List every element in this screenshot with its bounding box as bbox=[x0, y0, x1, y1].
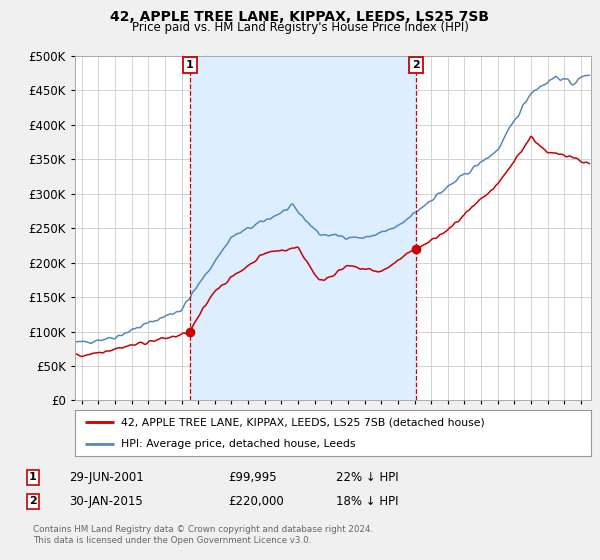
Bar bbox=[190, 56, 416, 400]
Text: HPI: Average price, detached house, Leeds: HPI: Average price, detached house, Leed… bbox=[121, 439, 356, 449]
Text: 18% ↓ HPI: 18% ↓ HPI bbox=[336, 494, 398, 508]
Text: 1: 1 bbox=[29, 472, 37, 482]
Text: £99,995: £99,995 bbox=[228, 470, 277, 484]
Text: 42, APPLE TREE LANE, KIPPAX, LEEDS, LS25 7SB (detached house): 42, APPLE TREE LANE, KIPPAX, LEEDS, LS25… bbox=[121, 417, 485, 427]
Text: 2: 2 bbox=[412, 60, 420, 70]
Text: 2: 2 bbox=[29, 496, 37, 506]
Text: £220,000: £220,000 bbox=[228, 494, 284, 508]
Text: 42, APPLE TREE LANE, KIPPAX, LEEDS, LS25 7SB: 42, APPLE TREE LANE, KIPPAX, LEEDS, LS25… bbox=[110, 10, 490, 24]
Text: Price paid vs. HM Land Registry's House Price Index (HPI): Price paid vs. HM Land Registry's House … bbox=[131, 21, 469, 34]
Text: 29-JUN-2001: 29-JUN-2001 bbox=[69, 470, 144, 484]
Text: 22% ↓ HPI: 22% ↓ HPI bbox=[336, 470, 398, 484]
Text: Contains HM Land Registry data © Crown copyright and database right 2024.
This d: Contains HM Land Registry data © Crown c… bbox=[33, 525, 373, 545]
Text: 1: 1 bbox=[186, 60, 194, 70]
Text: 30-JAN-2015: 30-JAN-2015 bbox=[69, 494, 143, 508]
